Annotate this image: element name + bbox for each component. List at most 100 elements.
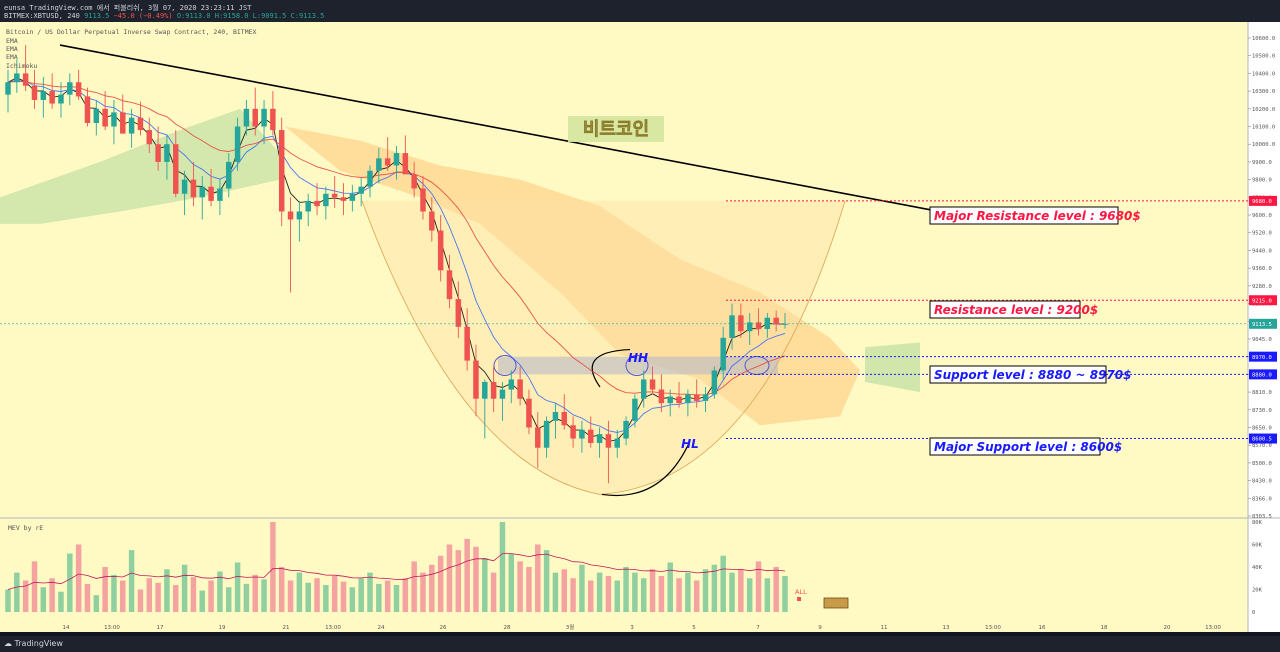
candle [614,429,620,458]
volume-bar [226,587,232,612]
volume-bar [128,550,135,612]
price-tick-label: 8570.0 [1252,443,1272,449]
volume-bar [561,569,567,612]
volume-bar [437,555,444,612]
time-tick-label: 13 [943,625,950,631]
candle-body [596,434,603,443]
tradingview-logo[interactable]: ☁ TradingView [4,639,63,648]
volume-bar [455,550,462,612]
volume-legend: MEV by rE [8,524,43,532]
candle-body [623,420,629,439]
candle-body [340,197,347,201]
price-chart[interactable]: 10600.0 10500.0 10400.0 10300.0 10200.0 10100… [0,22,1280,636]
candle-body [517,379,523,399]
volume-bar [252,574,258,612]
candle-body [676,396,682,404]
candle [526,389,532,435]
candle-body [693,394,700,401]
level-box-major-resistance[interactable]: Major Resistance level : 9680$ [929,206,1141,225]
level-box-major-support[interactable]: Major Support level : 8600$ [929,437,1122,456]
publish-info: eunsa TradingView.com 에서 퍼블리쉬, 3월 07, 20… [4,4,252,12]
candle-body [755,322,762,330]
volume-bar [614,580,620,612]
candle-body [490,381,497,399]
major-support-label: Major Support level : 8600$ [934,440,1122,454]
candle [720,326,726,380]
volume-bar [14,572,20,612]
volume-bar [649,569,656,612]
hh-arc [591,348,631,388]
price-tick-label: 9360.0 [1252,266,1272,272]
volume-bar [755,561,762,612]
candle [367,165,373,198]
candle [208,169,214,207]
candle-body [702,394,709,401]
candle [22,45,29,92]
tag-support-low: 8880.0 [1252,373,1272,379]
candle [420,176,426,220]
time-tick-label: 3월 [566,623,575,631]
legend-ichimoku: Ichimoku [6,62,37,70]
candle [667,389,673,417]
level-box-support[interactable]: Support level : 8880 ~ 8970$ [929,365,1131,384]
candle [120,94,126,134]
candle-body [358,186,364,194]
volume-bar [384,580,391,612]
candle [446,254,453,309]
legend-ema-2: EMA [6,45,18,53]
candle [155,126,161,171]
volume-bar [473,546,479,612]
candle-body [14,73,20,83]
candle [579,420,585,453]
candle-body [173,144,179,194]
legend-ema-3: EMA [6,53,18,61]
volume-bar [720,555,726,612]
candle-body [217,188,223,201]
candle [570,416,576,448]
volume-bar [49,578,55,612]
candle [482,379,488,439]
candle-body [411,174,417,189]
candle-body [420,188,426,212]
volume-ma-line [7,553,786,590]
candle-body [31,85,38,100]
volume-bar [243,583,250,612]
footer: ☁ TradingView [0,636,1280,652]
volume-bar [376,583,382,612]
price-tick-label: 10500.0 [1252,54,1275,60]
candle-body [314,200,320,207]
price-axis[interactable]: 10600.0 10500.0 10400.0 10300.0 10200.0 10100… [1248,36,1277,520]
volume-bar [623,567,629,612]
time-axis[interactable]: 14 13:00 17 19 21 13:00 24 26 28 3월 3 5 7 9 11 13 13:00 1… [63,623,1222,631]
candle-body [746,322,753,332]
time-tick-label: 13:00 [104,625,120,631]
candle [102,91,108,131]
candle [464,308,470,371]
candle-body [729,315,735,338]
price-tick-label: 9045.0 [1252,337,1272,343]
volume-bar [482,558,488,612]
volume-bar [111,574,117,612]
candle [305,193,311,227]
tag-resistance: 9215.0 [1252,298,1272,304]
candle-body [296,211,303,220]
price-tick-label: 10100.0 [1252,125,1275,131]
time-tick-label: 7 [756,625,760,631]
tag-last-price: 9113.5 [1252,322,1272,328]
candle [331,176,338,208]
level-box-resistance[interactable]: Resistance level : 9200$ [929,300,1098,319]
price-tick-label: 9440.0 [1252,248,1272,254]
tag-resistance-bg [1249,295,1277,306]
candles [5,45,788,484]
time-tick-label: 13:00 [985,625,1001,631]
volume-bar [782,576,788,612]
candle-body [181,179,188,194]
candle-body [208,186,214,201]
volume-bar [543,550,550,612]
candle-body [84,96,91,123]
volume-bar [632,572,638,612]
volume-bar [676,578,682,612]
ad-badge-icon [823,597,849,609]
candle-body [446,270,453,300]
candle [393,145,400,180]
